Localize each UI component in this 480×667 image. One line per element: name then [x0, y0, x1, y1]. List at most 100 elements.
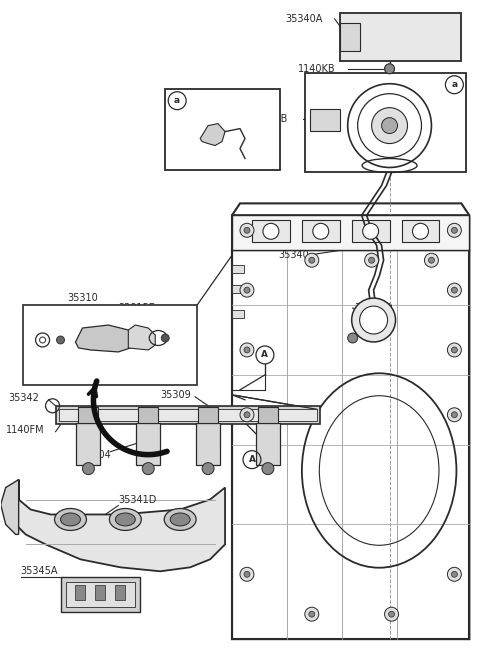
Circle shape — [202, 463, 214, 475]
Bar — [305, 73, 467, 173]
Circle shape — [369, 257, 374, 263]
Circle shape — [244, 287, 250, 293]
Ellipse shape — [109, 508, 141, 530]
Circle shape — [263, 223, 279, 239]
Bar — [232, 310, 244, 318]
Text: 35304: 35304 — [81, 450, 111, 460]
Circle shape — [57, 336, 64, 344]
Circle shape — [447, 223, 461, 237]
Ellipse shape — [60, 513, 81, 526]
Text: A: A — [262, 350, 268, 360]
Bar — [198, 407, 218, 423]
Bar — [340, 23, 360, 51]
Circle shape — [360, 306, 387, 334]
Circle shape — [447, 283, 461, 297]
Text: 35310: 35310 — [67, 293, 98, 303]
Text: 35305: 35305 — [409, 159, 440, 169]
Ellipse shape — [164, 508, 196, 530]
Text: 35312J: 35312J — [25, 353, 60, 363]
Circle shape — [451, 572, 457, 578]
Bar — [302, 220, 340, 242]
Circle shape — [244, 412, 250, 418]
Circle shape — [451, 412, 457, 418]
Text: a: a — [451, 80, 457, 89]
Bar — [258, 407, 278, 423]
Circle shape — [451, 347, 457, 353]
Circle shape — [309, 257, 315, 263]
Circle shape — [352, 298, 396, 342]
Ellipse shape — [170, 513, 190, 526]
Circle shape — [451, 227, 457, 233]
Circle shape — [161, 334, 169, 342]
Polygon shape — [0, 480, 19, 534]
Circle shape — [372, 107, 408, 143]
Text: a: a — [174, 96, 180, 105]
Bar — [56, 406, 320, 424]
Bar — [59, 409, 317, 421]
Circle shape — [240, 568, 254, 581]
Circle shape — [429, 257, 434, 263]
Ellipse shape — [115, 513, 135, 526]
Polygon shape — [128, 325, 155, 350]
Bar — [232, 285, 244, 293]
Bar — [138, 407, 158, 423]
Circle shape — [389, 611, 395, 617]
Polygon shape — [200, 123, 225, 145]
Bar — [340, 13, 461, 61]
Circle shape — [345, 32, 355, 42]
Bar — [352, 220, 390, 242]
Circle shape — [244, 347, 250, 353]
Bar — [165, 89, 280, 171]
Text: 35342: 35342 — [9, 393, 39, 403]
Bar — [75, 585, 85, 600]
Circle shape — [142, 463, 154, 475]
Text: 1140FY: 1140FY — [355, 320, 391, 330]
Text: 1140KB: 1140KB — [298, 64, 336, 74]
Polygon shape — [75, 325, 135, 352]
Circle shape — [384, 607, 398, 621]
Text: 35340A: 35340A — [285, 14, 322, 24]
Text: 35340: 35340 — [278, 250, 309, 260]
Circle shape — [309, 611, 315, 617]
Polygon shape — [16, 480, 225, 572]
Circle shape — [244, 572, 250, 578]
Bar — [256, 423, 280, 465]
Bar — [196, 423, 220, 465]
Bar — [115, 585, 125, 600]
Bar — [232, 265, 244, 273]
Circle shape — [244, 227, 250, 233]
Text: 31337F: 31337F — [191, 95, 228, 105]
Circle shape — [365, 253, 379, 267]
Text: 33815E: 33815E — [119, 303, 155, 313]
Circle shape — [240, 408, 254, 422]
Circle shape — [348, 333, 358, 343]
Bar — [310, 109, 340, 131]
Circle shape — [363, 223, 379, 239]
Circle shape — [446, 32, 456, 42]
Bar — [402, 220, 439, 242]
Text: 35341D: 35341D — [119, 494, 157, 504]
Circle shape — [424, 253, 438, 267]
Bar — [252, 220, 290, 242]
Circle shape — [305, 607, 319, 621]
Circle shape — [412, 223, 429, 239]
Bar — [136, 423, 160, 465]
Circle shape — [447, 568, 461, 581]
Circle shape — [447, 408, 461, 422]
Circle shape — [451, 287, 457, 293]
Circle shape — [240, 283, 254, 297]
Circle shape — [240, 223, 254, 237]
Circle shape — [382, 117, 397, 133]
Circle shape — [305, 253, 319, 267]
Bar — [23, 305, 197, 385]
Circle shape — [447, 343, 461, 357]
Text: 35309: 35309 — [160, 390, 191, 400]
Bar — [78, 407, 98, 423]
Text: 35345A: 35345A — [21, 566, 58, 576]
Text: 33100B: 33100B — [250, 113, 288, 123]
Bar — [60, 578, 140, 612]
Circle shape — [262, 463, 274, 475]
Text: 35325D: 35325D — [355, 303, 393, 313]
Bar — [65, 582, 135, 607]
Bar — [76, 423, 100, 465]
